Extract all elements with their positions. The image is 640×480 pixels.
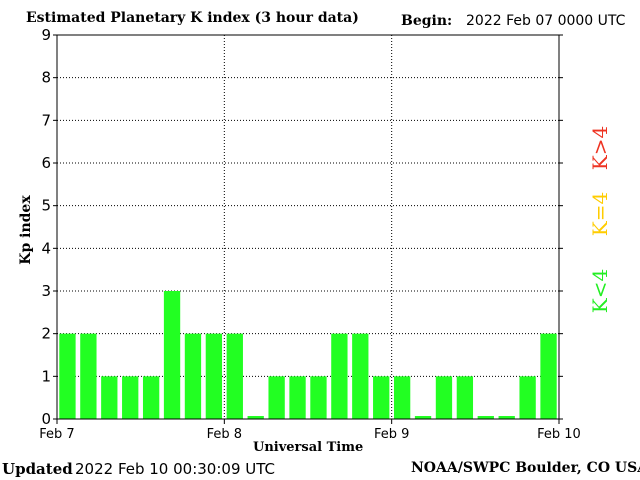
kp-bar — [373, 376, 390, 419]
x-tick-label: Feb 7 — [39, 427, 74, 442]
legend-k-below-4: K<4 — [588, 268, 612, 314]
y-tick-label: 9 — [41, 26, 51, 44]
kp-bar — [247, 416, 264, 419]
y-tick-label: 0 — [41, 410, 51, 428]
kp-bar — [435, 376, 453, 419]
y-tick-label: 4 — [41, 239, 51, 257]
kp-bar — [310, 376, 327, 419]
y-tick-label: 6 — [41, 154, 51, 172]
kp-bar — [59, 333, 76, 419]
kp-bar — [540, 333, 557, 419]
y-tick-label: 7 — [41, 111, 51, 129]
y-tick-label: 5 — [41, 197, 51, 215]
kp-bar — [331, 333, 348, 419]
begin-value: 2022 Feb 07 0000 UTC — [466, 13, 626, 29]
kp-bar — [101, 376, 118, 419]
legend-k-above-4: K>4 — [588, 125, 612, 171]
chart-title: Estimated Planetary K index (3 hour data… — [26, 10, 359, 26]
begin-label: Begin: — [401, 13, 453, 29]
kp-bar — [268, 376, 285, 419]
x-tick-label: Feb 9 — [374, 427, 409, 442]
kp-bar — [519, 376, 536, 419]
kp-bar — [205, 333, 223, 419]
kp-bar — [226, 333, 243, 419]
updated-value: 2022 Feb 10 00:30:09 UTC — [75, 460, 275, 478]
kp-bar — [414, 416, 432, 419]
y-tick-label: 2 — [41, 325, 51, 343]
updated-label: Updated — [2, 460, 73, 478]
kp-bar — [289, 376, 306, 419]
kp-bar — [122, 376, 139, 419]
kp-bar — [352, 333, 369, 419]
plot-frame — [56, 34, 560, 420]
kp-bar — [456, 376, 474, 419]
x-axis-label: Universal Time — [253, 440, 364, 455]
kp-bar — [80, 333, 97, 419]
y-axis-label: Kp index — [18, 195, 34, 265]
kp-bar — [184, 333, 202, 419]
legend-k-equal-4: K=4 — [588, 191, 612, 237]
kp-bar — [142, 376, 160, 419]
x-tick-label: Feb 10 — [537, 427, 581, 442]
credit: NOAA/SWPC Boulder, CO USA — [411, 460, 640, 476]
kp-bar — [393, 376, 411, 419]
kp-bar — [477, 416, 494, 419]
x-tick-label: Feb 8 — [207, 427, 242, 442]
y-tick-label: 3 — [41, 282, 51, 300]
kp-bar — [498, 416, 515, 419]
y-tick-label: 1 — [41, 367, 51, 385]
y-tick-label: 8 — [41, 69, 51, 87]
kp-bar — [163, 291, 181, 419]
